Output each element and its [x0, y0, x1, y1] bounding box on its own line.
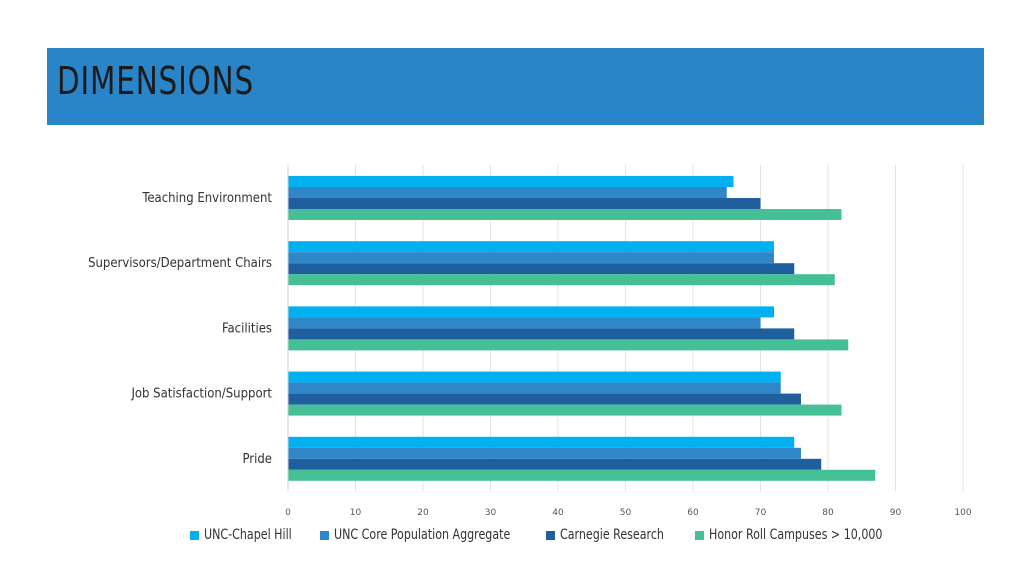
legend-label: UNC Core Population Aggregate: [334, 527, 511, 543]
bar: [288, 274, 835, 286]
legend-item: UNC Core Population Aggregate: [320, 527, 534, 543]
legend-swatch: [320, 530, 329, 540]
category-label: Supervisors/Department Chairs: [88, 256, 272, 271]
category-label: Pride: [242, 452, 272, 467]
x-tick-label: 0: [285, 508, 291, 518]
bar: [288, 469, 876, 481]
bar: [288, 339, 849, 351]
legend-swatch: [546, 530, 555, 540]
bar: [288, 306, 774, 318]
x-tick-label: 90: [890, 508, 902, 518]
x-tick-label: 70: [755, 508, 767, 518]
legend-swatch: [695, 530, 704, 540]
x-tick-label: 80: [822, 508, 834, 518]
bar: [288, 404, 842, 416]
legend-label: Honor Roll Campuses > 10,000: [709, 527, 883, 543]
slide-title: DIMENSIONS: [57, 59, 254, 103]
legend-item: Carnegie Research: [546, 527, 678, 543]
legend-label: UNC-Chapel Hill: [204, 527, 292, 543]
bar: [288, 382, 781, 394]
x-tick-label: 60: [687, 508, 699, 518]
legend-item: Honor Roll Campuses > 10,000: [695, 527, 906, 543]
legend-label: Carnegie Research: [560, 527, 664, 543]
bar: [288, 176, 734, 187]
bar: [288, 447, 801, 459]
bar: [288, 328, 795, 340]
bar: [288, 209, 842, 220]
x-tick-label: 20: [417, 508, 429, 518]
bar: [288, 436, 795, 448]
bar: [288, 371, 781, 383]
x-tick-label: 50: [620, 508, 632, 518]
x-tick-label: 10: [350, 508, 362, 518]
legend-swatch: [190, 530, 199, 540]
category-label: Facilities: [222, 321, 272, 336]
bar: [288, 317, 761, 329]
x-tick-label: 100: [954, 508, 971, 518]
bar: [288, 241, 774, 253]
category-label: Job Satisfaction/Support: [130, 387, 272, 402]
x-tick-label: 30: [485, 508, 497, 518]
bar: [288, 187, 727, 198]
chart-legend: UNC-Chapel Hill UNC Core Population Aggre…: [0, 527, 1024, 547]
x-tick-label: 40: [552, 508, 564, 518]
title-bar: DIMENSIONS: [47, 48, 984, 125]
bar: [288, 393, 801, 405]
category-label: Teaching Environment: [141, 191, 272, 206]
bar: [288, 198, 761, 209]
bar: [288, 458, 822, 470]
bar: [288, 263, 795, 275]
legend-item: UNC-Chapel Hill: [190, 527, 304, 543]
bar: [288, 252, 774, 264]
